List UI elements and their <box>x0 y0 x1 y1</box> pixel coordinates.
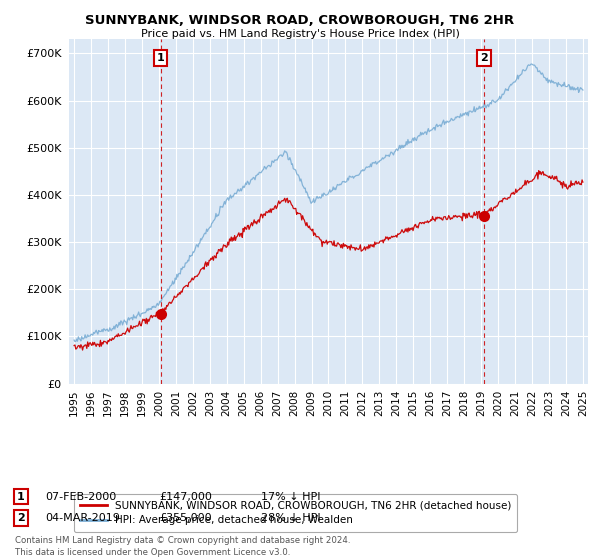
Text: 04-MAR-2019: 04-MAR-2019 <box>45 513 120 523</box>
Text: Contains HM Land Registry data © Crown copyright and database right 2024.
This d: Contains HM Land Registry data © Crown c… <box>15 536 350 557</box>
Text: 2: 2 <box>17 513 25 523</box>
Text: Price paid vs. HM Land Registry's House Price Index (HPI): Price paid vs. HM Land Registry's House … <box>140 29 460 39</box>
Text: 1: 1 <box>17 492 25 502</box>
Text: SUNNYBANK, WINDSOR ROAD, CROWBOROUGH, TN6 2HR: SUNNYBANK, WINDSOR ROAD, CROWBOROUGH, TN… <box>85 14 515 27</box>
Legend: SUNNYBANK, WINDSOR ROAD, CROWBOROUGH, TN6 2HR (detached house), HPI: Average pri: SUNNYBANK, WINDSOR ROAD, CROWBOROUGH, TN… <box>74 494 517 531</box>
Text: £355,000: £355,000 <box>159 513 212 523</box>
Text: 1: 1 <box>157 53 164 63</box>
Text: 28% ↓ HPI: 28% ↓ HPI <box>261 513 320 523</box>
Text: 17% ↓ HPI: 17% ↓ HPI <box>261 492 320 502</box>
Text: 07-FEB-2000: 07-FEB-2000 <box>45 492 116 502</box>
Text: £147,000: £147,000 <box>159 492 212 502</box>
Text: 2: 2 <box>480 53 488 63</box>
